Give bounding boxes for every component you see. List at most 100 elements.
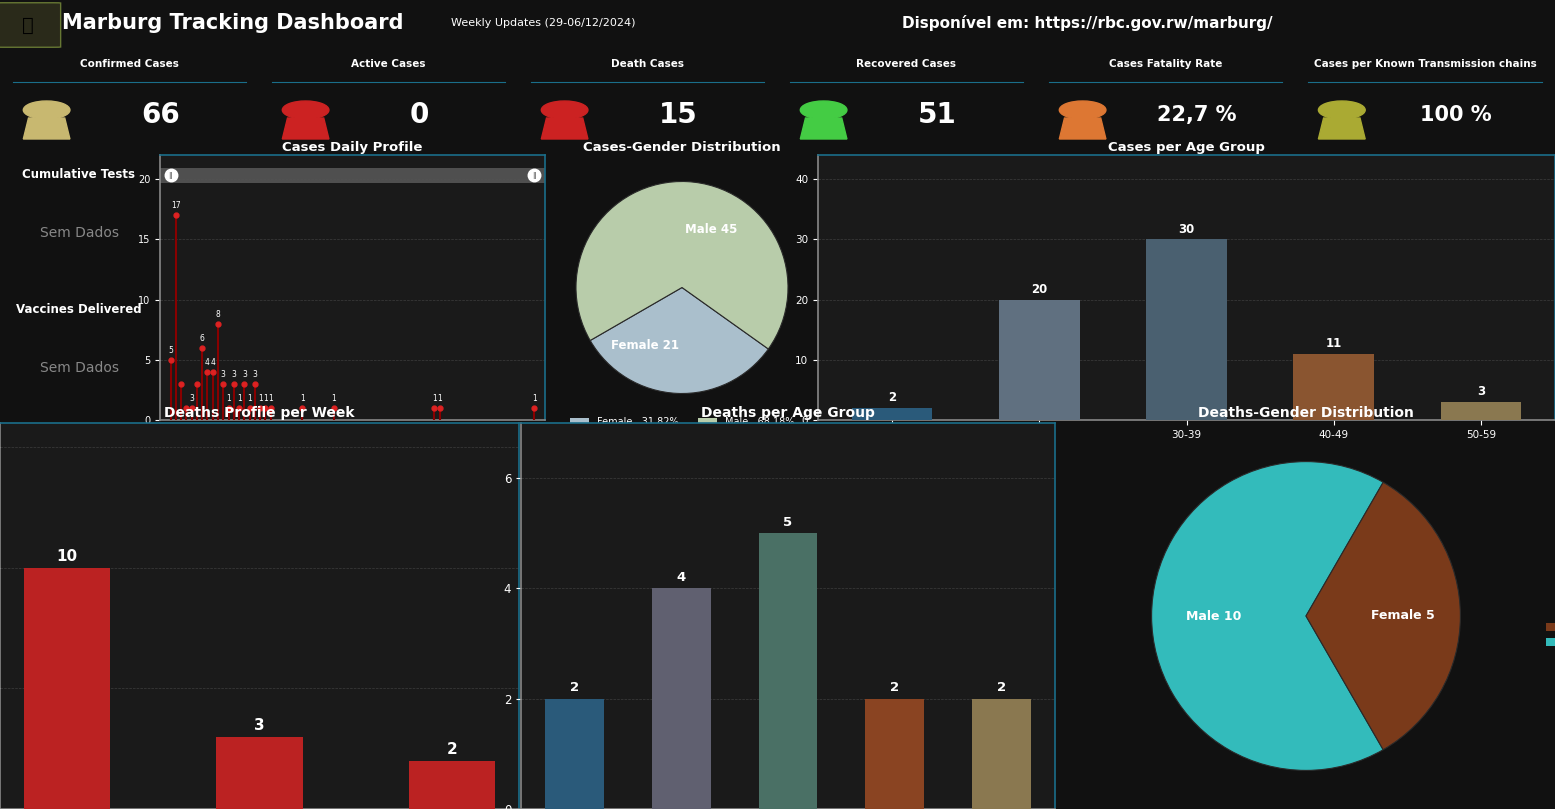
Polygon shape: [1319, 118, 1365, 139]
Text: 2: 2: [446, 742, 457, 757]
Text: Marburg Tracking Dashboard: Marburg Tracking Dashboard: [62, 13, 404, 33]
Text: 1: 1: [225, 394, 232, 403]
Legend: Female   31,82%, Male   68,18%: Female 31,82%, Male 68,18%: [566, 413, 798, 431]
Circle shape: [801, 101, 847, 119]
Text: 1: 1: [263, 394, 267, 403]
Bar: [23, 568, 110, 809]
Bar: [546, 699, 603, 809]
Title: Cases per Age Group: Cases per Age Group: [1109, 141, 1264, 154]
Circle shape: [23, 101, 70, 119]
Wedge shape: [591, 287, 768, 393]
Text: Female 21: Female 21: [611, 339, 680, 352]
Bar: [998, 299, 1079, 420]
Text: 3: 3: [252, 370, 258, 379]
Text: 51: 51: [917, 101, 956, 129]
Bar: [216, 737, 303, 809]
Text: 1: 1: [258, 394, 263, 403]
Text: 1: 1: [432, 394, 437, 403]
Text: 1: 1: [247, 394, 252, 403]
Circle shape: [283, 101, 330, 119]
Text: 10: 10: [56, 549, 78, 564]
Text: 4: 4: [205, 358, 210, 367]
Text: 2: 2: [889, 681, 899, 694]
Circle shape: [1059, 101, 1106, 119]
Text: Confirmed Cases: Confirmed Cases: [79, 59, 179, 69]
Text: 1: 1: [532, 394, 536, 403]
Text: 2: 2: [571, 681, 578, 694]
Polygon shape: [23, 118, 70, 139]
Bar: [409, 760, 496, 809]
Title: Deaths-Gender Distribution: Deaths-Gender Distribution: [1197, 406, 1413, 421]
Polygon shape: [541, 118, 588, 139]
Text: 30: 30: [1179, 222, 1194, 235]
Text: 2: 2: [888, 392, 896, 404]
Text: out.: out.: [339, 442, 361, 451]
Bar: [652, 588, 711, 809]
Text: Sem Dados: Sem Dados: [39, 226, 118, 240]
Text: Cases Fatality Rate: Cases Fatality Rate: [1109, 59, 1222, 69]
Text: 3: 3: [253, 718, 264, 733]
Bar: [1294, 354, 1375, 420]
Bar: [1440, 402, 1521, 420]
Text: 2: 2: [997, 681, 1006, 694]
Text: Weekly Updates (29-06/12/2024): Weekly Updates (29-06/12/2024): [451, 18, 636, 28]
Wedge shape: [1152, 462, 1384, 770]
Text: Female 5: Female 5: [1372, 609, 1435, 622]
Bar: [160, 168, 544, 183]
Text: Active Cases: Active Cases: [351, 59, 426, 69]
Text: 5: 5: [168, 346, 173, 355]
Text: 11: 11: [1325, 337, 1342, 350]
Text: Death Cases: Death Cases: [611, 59, 684, 69]
Text: 100 %: 100 %: [1420, 105, 1491, 125]
Text: 3: 3: [1477, 385, 1485, 398]
Text: 1: 1: [331, 394, 336, 403]
Text: 3: 3: [221, 370, 225, 379]
Text: Recovered Cases: Recovered Cases: [857, 59, 956, 69]
Text: 5: 5: [784, 516, 793, 529]
Text: Vaccines Delivered: Vaccines Delivered: [16, 303, 142, 316]
Polygon shape: [801, 118, 847, 139]
Title: Deaths per Age Group: Deaths per Age Group: [701, 406, 875, 421]
Text: 22,7 %: 22,7 %: [1157, 105, 1236, 125]
Wedge shape: [1306, 482, 1460, 750]
Text: ||: ||: [168, 172, 173, 179]
Text: 4: 4: [210, 358, 215, 367]
Text: Male 45: Male 45: [684, 222, 737, 235]
Text: Cases per Known Transmission chains: Cases per Known Transmission chains: [1314, 59, 1536, 69]
Text: 4: 4: [676, 571, 686, 584]
Text: 🌿: 🌿: [22, 15, 34, 35]
Legend: Female 33,33%, Male 66,67%: Female 33,33%, Male 66,67%: [1541, 618, 1555, 653]
Text: 17: 17: [171, 201, 180, 210]
Bar: [1146, 239, 1227, 420]
Text: Disponível em: https://rbc.gov.rw/marburg/: Disponível em: https://rbc.gov.rw/marbur…: [902, 15, 1272, 31]
Title: Deaths Profile per Week: Deaths Profile per Week: [165, 406, 355, 421]
Text: 3: 3: [190, 394, 194, 403]
Text: 15: 15: [659, 101, 698, 129]
Text: 1: 1: [269, 394, 274, 403]
Title: Cases-Gender Distribution: Cases-Gender Distribution: [583, 141, 781, 154]
Text: 3: 3: [243, 370, 247, 379]
Text: 0: 0: [411, 101, 429, 129]
Bar: [759, 533, 818, 809]
Text: Sem Dados: Sem Dados: [39, 361, 118, 375]
Title: Cases Daily Profile: Cases Daily Profile: [283, 141, 423, 154]
Polygon shape: [283, 118, 330, 139]
FancyBboxPatch shape: [0, 2, 61, 47]
Text: 20: 20: [1031, 283, 1048, 296]
Text: 66: 66: [142, 101, 180, 129]
Text: 6: 6: [199, 334, 205, 343]
Bar: [972, 699, 1031, 809]
Circle shape: [541, 101, 588, 119]
Circle shape: [1319, 101, 1365, 119]
Text: Male 10: Male 10: [1186, 609, 1241, 622]
Text: 1: 1: [437, 394, 442, 403]
Bar: [852, 408, 933, 420]
Wedge shape: [575, 181, 788, 349]
Bar: [865, 699, 924, 809]
Text: 1: 1: [236, 394, 241, 403]
Text: 1: 1: [300, 394, 305, 403]
Text: Cumulative Tests: Cumulative Tests: [22, 168, 135, 181]
Text: 3: 3: [232, 370, 236, 379]
Text: ||: ||: [532, 172, 536, 179]
Polygon shape: [1059, 118, 1106, 139]
